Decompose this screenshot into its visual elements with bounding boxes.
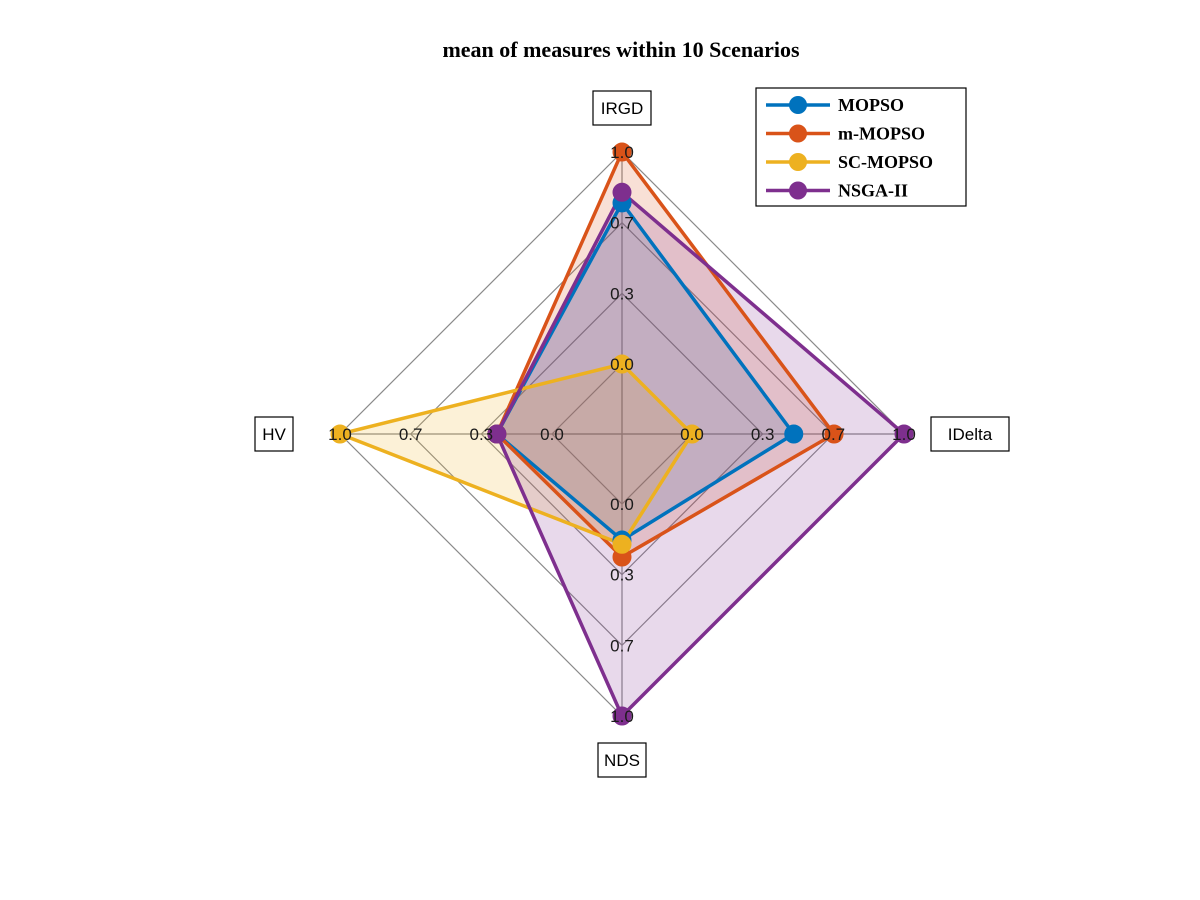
marker-SC-MOPSO-IRGD: [612, 354, 632, 374]
tick-label-IRGD-3: 1.0: [610, 143, 634, 162]
tick-label-HV-1: 0.3: [470, 425, 494, 444]
tick-label-IDelta-2: 0.7: [822, 425, 846, 444]
chart-title: mean of measures within 10 Scenarios: [442, 37, 800, 62]
legend-label-m-MOPSO: m-MOPSO: [838, 124, 925, 144]
legend-marker-SC-MOPSO: [789, 153, 807, 171]
axis-label-text-NDS: NDS: [604, 751, 640, 770]
tick-label-HV-3: 1.0: [328, 425, 352, 444]
marker-m-MOPSO-IDelta: [824, 424, 844, 444]
tick-label-NDS-1: 0.3: [610, 566, 634, 585]
tick-labels: 0.0 0.0 0.0 0.0 0.3 0.3 0.3 0.3 0.7 0.7 0.7 0.7 1.0 1…: [328, 143, 916, 726]
axis-label-box-IDelta: [930, 416, 1010, 452]
axis-label-HV: HV: [254, 416, 294, 452]
tick-label-HV-2: 0.7: [399, 425, 423, 444]
axis-label-text-IRGD: IRGD: [601, 99, 644, 118]
legend-label-MOPSO: MOPSO: [838, 95, 904, 115]
series-fill-m-MOPSO: [496, 152, 835, 557]
marker-MOPSO-IDelta: [784, 424, 804, 444]
axis-label-text-HV: HV: [262, 425, 286, 444]
series-fill-NSGA-II: [496, 192, 904, 716]
axis-label-IDelta: IDelta: [930, 416, 1010, 452]
tick-label-NDS-3: 1.0: [610, 707, 634, 726]
radar-grid: [339, 151, 905, 717]
marker-SC-MOPSO-HV: [330, 424, 350, 444]
marker-NSGA-II-IDelta: [894, 424, 914, 444]
legend: MOPSO m-MOPSO SC-MOPSO NSGA-II: [755, 87, 967, 207]
marker-NSGA-II-HV: [487, 424, 507, 444]
marker-NSGA-II-NDS: [612, 706, 632, 726]
marker-SC-MOPSO-IDelta: [682, 424, 702, 444]
series-fills: [340, 152, 904, 716]
tick-label-IDelta-3: 1.0: [892, 425, 916, 444]
legend-marker-m-MOPSO: [789, 124, 807, 143]
marker-NSGA-II-IRGD: [612, 182, 632, 202]
tick-label-IDelta-1: 0.3: [751, 425, 775, 444]
axis-label-IRGD: IRGD: [592, 90, 652, 126]
series-fill-MOPSO: [496, 202, 794, 541]
axis-label-box-NDS: [597, 742, 647, 778]
axis-labels: IRGD IDelta NDS HV: [254, 90, 1010, 778]
marker-SC-MOPSO-NDS: [612, 534, 632, 554]
legend-marker-NSGA-II: [789, 181, 807, 200]
tick-label-IRGD-2: 0.7: [610, 214, 634, 233]
tick-label-IDelta-0: 0.0: [680, 425, 704, 444]
tick-label-HV-0: 0.0: [540, 425, 564, 444]
axis-label-box-HV: [254, 416, 294, 452]
axis-label-text-IDelta: IDelta: [948, 425, 993, 444]
legend-marker-MOPSO: [789, 96, 807, 114]
tick-label-NDS-0: 0.0: [610, 495, 634, 514]
legend-label-SC-MOPSO: SC-MOPSO: [838, 152, 933, 172]
marker-m-MOPSO-IRGD: [612, 142, 632, 162]
legend-label-NSGA-II: NSGA-II: [838, 181, 908, 201]
axis-label-NDS: NDS: [597, 742, 647, 778]
axis-label-box-IRGD: [592, 90, 652, 126]
tick-label-NDS-2: 0.7: [610, 636, 634, 655]
tick-label-IRGD-0: 0.0: [610, 355, 634, 374]
series-markers: [330, 142, 914, 726]
tick-label-IRGD-1: 0.3: [610, 284, 634, 303]
